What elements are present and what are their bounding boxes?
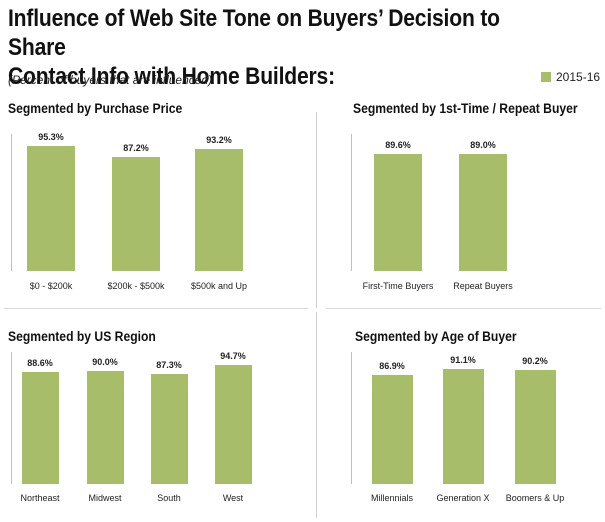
horizontal-divider-right <box>326 308 601 309</box>
value-label-4-1: 86.9% <box>379 361 405 371</box>
category-label-1-1: $0 - $200k <box>29 281 73 291</box>
category-label-2-1: First-Time Buyers <box>362 281 434 291</box>
category-label-1-3: $500k and Up <box>190 281 248 291</box>
value-label-3-3: 87.3% <box>156 360 182 370</box>
panel-title-2: Segmented by 1st-Time / Repeat Buyer <box>353 101 578 116</box>
value-label-3-2: 90.0% <box>92 357 118 367</box>
bar-3-4 <box>214 365 252 484</box>
legend: 2015-16 <box>541 70 600 84</box>
y-axis-line-2 <box>351 134 352 271</box>
bar-3-1 <box>21 372 59 484</box>
vertical-divider-top <box>316 112 317 308</box>
bar-2-2 <box>459 154 507 271</box>
y-axis-line-4 <box>351 352 352 484</box>
chart-title-line-1: Influence of Web Site Tone on Buyers’ De… <box>8 5 500 61</box>
value-label-3-1: 88.6% <box>27 358 53 368</box>
value-label-1-2: 87.2% <box>123 143 149 153</box>
value-label-4-3: 90.2% <box>522 356 548 366</box>
category-label-4-1: Millennials <box>370 493 414 503</box>
category-label-1-2: $200k - $500k <box>107 281 165 291</box>
panel-title-1: Segmented by Purchase Price <box>8 101 183 116</box>
bar-1-1 <box>27 146 75 271</box>
bar-4-1 <box>371 375 413 484</box>
category-label-4-3: Boomers & Up <box>505 493 565 503</box>
bar-3-3 <box>150 374 188 484</box>
value-label-2-1: 89.6% <box>385 140 411 150</box>
category-label-3-2: Midwest <box>88 493 122 503</box>
y-axis-line-3 <box>11 352 12 484</box>
bar-1-2 <box>112 157 160 271</box>
bar-4-2 <box>442 369 484 484</box>
legend-label: 2015-16 <box>556 70 601 84</box>
panel-title-4: Segmented by Age of Buyer <box>355 329 517 344</box>
category-label-3-1: Northeast <box>20 493 60 503</box>
bar-1-3 <box>195 149 243 271</box>
bar-4-3 <box>514 370 556 484</box>
value-label-1-3: 93.2% <box>206 135 232 145</box>
legend-swatch <box>541 72 551 82</box>
value-label-1-1: 95.3% <box>38 132 64 142</box>
value-label-3-4: 94.7% <box>220 351 246 361</box>
value-label-2-2: 89.0% <box>470 140 496 150</box>
value-label-4-2: 91.1% <box>450 355 476 365</box>
category-label-4-2: Generation X <box>436 493 490 503</box>
category-label-3-3: South <box>157 493 181 503</box>
horizontal-divider-left <box>4 308 308 309</box>
bar-2-1 <box>374 154 422 271</box>
chart-subtitle: (Percent of buyers that are influenced) <box>8 73 213 87</box>
chart-title-line-2: Contact Info with Home Builders: <box>8 63 335 90</box>
y-axis-line-1 <box>11 134 12 271</box>
bar-3-2 <box>86 371 124 484</box>
vertical-divider-bottom <box>316 312 317 518</box>
category-label-2-2: Repeat Buyers <box>453 281 513 291</box>
category-label-3-4: West <box>222 493 244 503</box>
panel-title-3: Segmented by US Region <box>8 329 156 344</box>
chart-title: Influence of Web Site Tone on Buyers’ De… <box>8 4 515 91</box>
